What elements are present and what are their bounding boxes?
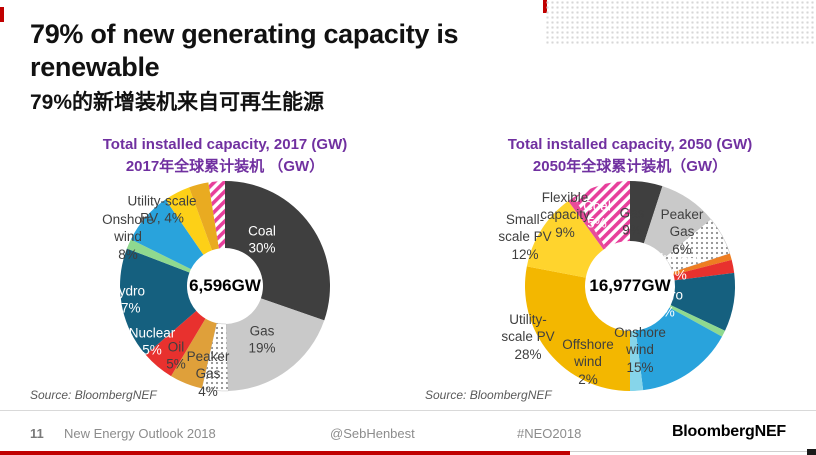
donut-chart-2050: Total installed capacity, 2050 (GW) 2050… — [455, 136, 805, 416]
slice-gas — [643, 186, 711, 258]
footer-program: New Energy Outlook 2018 — [64, 426, 216, 441]
slice-nuclear — [145, 310, 206, 377]
donut-chart-2017: Total installed capacity, 2017 (GW) 2017… — [50, 136, 400, 416]
slide-title: 79% of new generating capacity is renewa… — [30, 18, 459, 84]
bloombergnef-logo: BloombergNEF — [671, 423, 786, 440]
slice-coal — [225, 181, 331, 321]
chart-title-2017-zh: 2017年全球累计装机 （GW） — [125, 158, 325, 175]
slice-nuclear — [673, 259, 735, 281]
donut-svg-2050 — [524, 181, 735, 391]
slide-subtitle-chinese: 79%的新增装机来自可再生能源 — [30, 91, 325, 114]
chart-title-2050-zh: 2050年全球累计装机（GW） — [532, 158, 728, 175]
source-note-2050: Source: BloombergNEF — [425, 388, 552, 402]
page-number: 11 — [30, 426, 44, 441]
red-accent-dash-left — [0, 7, 4, 22]
slice-flexible-capacity-sliver — [208, 181, 225, 249]
chart-title-2050-en: Total installed capacity, 2050 (GW) — [507, 136, 753, 153]
slice-small-scale-pv — [526, 201, 604, 278]
chart-title-2017-en: Total installed capacity, 2017 (GW) — [102, 136, 348, 153]
slice-onshore-wind — [635, 307, 723, 391]
footer-twitter-handle: @SebHenbest — [330, 426, 415, 441]
slice-oil-sliver — [672, 253, 732, 275]
footer-divider — [0, 410, 816, 411]
slice-hydro — [670, 272, 735, 331]
chart-total-2017: 6,596GW — [189, 276, 261, 295]
slice-onshore-wind — [130, 199, 204, 270]
slide-title-line1: 79% of new generating capacity is — [30, 19, 459, 49]
slice-hydro — [119, 248, 197, 355]
slice-small-scale-pv-sliver — [189, 182, 219, 251]
bottom-gray-line — [570, 451, 816, 452]
slice-other-renewables-sliver — [126, 239, 191, 273]
footer-hashtag: #NEO2018 — [517, 426, 582, 441]
slice-utility-scale-pv — [165, 187, 212, 255]
slice-coal — [630, 181, 663, 244]
slice-gas — [226, 298, 325, 391]
slide-title-line2: renewable — [30, 51, 160, 82]
source-note-2017: Source: BloombergNEF — [30, 388, 157, 402]
slice-utility-scale-pv — [524, 266, 630, 391]
dot-grid-decoration — [545, 0, 816, 44]
slice-flexible-capacity — [573, 181, 630, 249]
slice-oil — [171, 318, 217, 389]
bottom-black-cap — [807, 449, 816, 455]
donut-svg-2017 — [119, 181, 331, 392]
slice-other-renewables-sliver — [669, 305, 726, 337]
slice-flexible-sliver — [568, 197, 606, 250]
slice-offshore-wind — [630, 330, 644, 391]
bottom-red-bar — [0, 451, 570, 455]
chart-total-2050: 16,977GW — [589, 276, 671, 295]
